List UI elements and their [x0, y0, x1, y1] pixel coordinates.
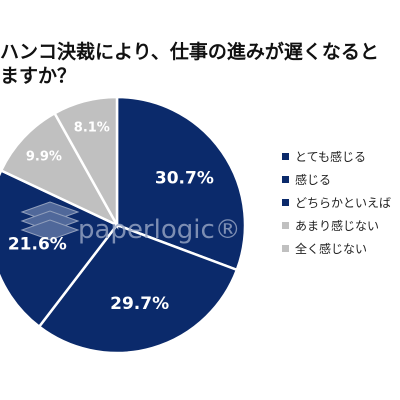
chart-title-line-1: ハンコ決裁により、仕事の進みが遅くなると [0, 41, 379, 63]
legend-item-2: 感じる [282, 168, 400, 191]
slice-value-label-4: 9.9% [26, 149, 62, 164]
legend-swatch [282, 199, 289, 206]
legend-label: 感じる [295, 173, 332, 187]
chart-title: ハンコ決裁により、仕事の進みが遅くなると ますか？ [0, 40, 400, 88]
slice-value-label-1: 30.7% [155, 168, 214, 188]
slice-value-label-3: 21.6% [8, 234, 67, 254]
pie-slice-1 [115, 95, 247, 272]
chart-title-line-2: ますか？ [0, 65, 77, 87]
pie-slice-2 [37, 223, 239, 355]
legend-label: どちらかといえば [295, 196, 392, 210]
slice-value-label-5: 8.1% [74, 121, 110, 136]
layers-logo-icon [20, 201, 80, 241]
pie-slice-4 [0, 111, 120, 228]
legend-item-1: とても感じる [282, 145, 400, 168]
legend-label: とても感じる [295, 150, 367, 164]
legend-swatch [282, 222, 289, 229]
legend-label: 全く感じない [295, 242, 368, 256]
legend-swatch [282, 176, 289, 183]
chart-legend: とても感じる 感じるどちらかといえば あまり感じない 全く感じない [282, 145, 400, 260]
legend-item-4: あまり感じない [282, 214, 400, 237]
legend-swatch [282, 153, 289, 160]
legend-swatch [282, 245, 289, 252]
watermark-wordmark: paperlogic® [78, 215, 241, 245]
pie-slice-5 [52, 95, 119, 230]
paperlogic-watermark: paperlogic® [20, 201, 241, 245]
slice-value-label-2: 29.7% [110, 294, 169, 314]
legend-item-3: どちらかといえば [282, 191, 400, 214]
legend-item-5: 全く感じない [282, 237, 400, 260]
legend-label: あまり感じない [295, 219, 380, 233]
